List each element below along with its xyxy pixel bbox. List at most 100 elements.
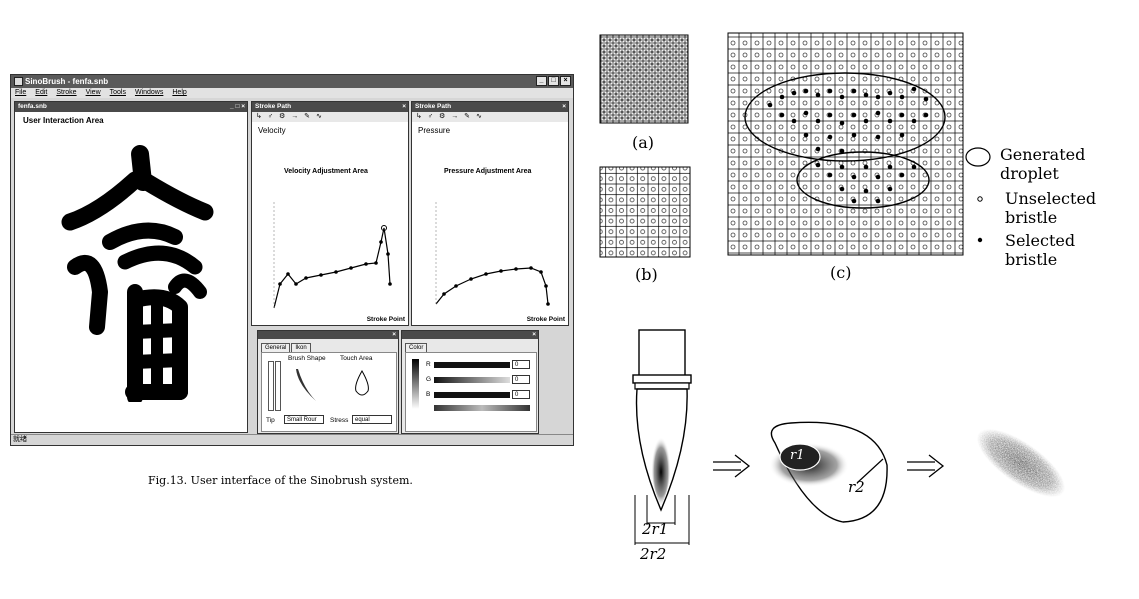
brush-illustration	[632, 329, 692, 545]
figure-caption: Fig.13. User interface of the Sinobrush …	[148, 474, 413, 487]
color-panel-close[interactable]: ×	[532, 331, 536, 338]
pressure-line	[435, 267, 549, 305]
color-tab-content: R 0 G 0 B 0	[405, 352, 537, 432]
brush-tab-content: Brush Shape Touch Area Tip Small Rour St…	[261, 352, 397, 432]
menu-view[interactable]: View	[85, 89, 101, 96]
color-gradient-bar[interactable]	[412, 359, 419, 409]
status-text: 就绪	[13, 436, 27, 443]
droplet-ellipse-small	[796, 151, 930, 209]
color-b-value[interactable]: 0	[512, 390, 530, 399]
stress-select[interactable]: equal	[352, 415, 392, 424]
tip-select[interactable]: Small Rour	[284, 415, 324, 424]
pressure-toolbar[interactable]: ↳ ♂ ⚙ → ✎ ∿	[412, 112, 568, 122]
dim-inner-label: 2r1	[642, 520, 669, 538]
unselected-bristle-legend-symbol	[977, 196, 983, 202]
touch-area-droplet-icon	[355, 369, 369, 396]
velocity-toolbar[interactable]: ↳ ♂ ⚙ → ✎ ∿	[252, 112, 408, 122]
velocity-axis-label: Stroke Point	[366, 316, 405, 323]
pressure-panel-close[interactable]: ×	[562, 103, 566, 110]
brush-panel-close[interactable]: ×	[392, 331, 396, 338]
status-bar: 就绪	[11, 434, 573, 445]
stroke-right-sweep	[138, 173, 214, 221]
interaction-area-label: User Interaction Area	[23, 116, 104, 125]
implication-arrows	[713, 454, 945, 478]
legend-unselected-text: Unselected bristle	[1005, 189, 1097, 227]
ink-dot-result	[976, 428, 1066, 498]
label-b: (b)	[635, 265, 658, 284]
pressure-curve[interactable]	[426, 182, 566, 317]
stroke-left-hook	[67, 255, 108, 335]
color-preview-bar	[434, 405, 530, 411]
tab-color[interactable]: Color	[405, 343, 428, 352]
pressure-axis-label: Stroke Point	[526, 316, 565, 323]
color-b-label: B	[426, 391, 431, 398]
menu-edit[interactable]: Edit	[35, 89, 48, 96]
minimize-button[interactable]: _	[536, 76, 547, 86]
menu-windows[interactable]: Windows	[134, 89, 164, 96]
grid-b	[599, 166, 691, 258]
pressure-label: Pressure	[418, 126, 451, 135]
velocity-panel: Stroke Path × ↳ ♂ ⚙ → ✎ ∿ Velocity Veloc…	[251, 101, 409, 326]
velocity-panel-close[interactable]: ×	[402, 103, 406, 110]
calligraphy-canvas[interactable]	[55, 142, 225, 402]
brush-shape-label: Brush Shape	[288, 355, 326, 362]
velocity-area-label: Velocity Adjustment Area	[284, 168, 368, 175]
menu-tools[interactable]: Tools	[109, 89, 126, 96]
size-slider[interactable]	[275, 361, 281, 411]
grid-a	[599, 34, 689, 124]
color-panel-titlebar: ×	[402, 331, 538, 339]
document-window: fenfa.snb _ □ × User Interaction Area	[14, 101, 248, 433]
color-r-label: R	[426, 361, 431, 368]
menu-bar: File Edit Stroke View Tools Windows Help	[11, 88, 573, 98]
window-titlebar: SinoBrush - fenfa.snb _ □ ×	[11, 75, 573, 88]
menu-help[interactable]: Help	[172, 89, 187, 96]
label-a: (a)	[632, 133, 655, 152]
velocity-selected-point[interactable]	[381, 225, 387, 231]
color-g-label: G	[426, 376, 432, 383]
stroke-box-right	[127, 289, 188, 400]
color-g-value[interactable]: 0	[512, 375, 530, 384]
pressure-panel-titlebar: Stroke Path ×	[412, 102, 568, 112]
grid-c	[727, 32, 964, 256]
tab-ikon[interactable]: Ikon	[291, 343, 311, 352]
droplet-legend-symbol	[965, 147, 991, 167]
color-r-slider[interactable]	[434, 362, 510, 368]
menu-stroke[interactable]: Stroke	[56, 89, 77, 96]
selected-bristle-legend-symbol	[977, 237, 983, 243]
velocity-panel-titlebar: Stroke Path ×	[252, 102, 408, 112]
document-title: fenfa.snb	[18, 103, 47, 110]
touch-area-label: Touch Area	[340, 355, 373, 362]
stroke-right-hook	[168, 273, 207, 299]
label-c: (c)	[830, 263, 852, 282]
color-g-slider[interactable]	[434, 377, 510, 383]
sinobrush-window: SinoBrush - fenfa.snb _ □ × File Edit St…	[10, 74, 574, 446]
r1-label: r1	[790, 448, 805, 463]
color-b-slider[interactable]	[434, 392, 510, 398]
pressure-panel: Stroke Path × ↳ ♂ ⚙ → ✎ ∿ Pressure Press…	[411, 101, 569, 326]
color-r-value[interactable]: 0	[512, 360, 530, 369]
tip-label: Tip	[266, 417, 275, 424]
document-window-controls[interactable]: _ □ ×	[230, 103, 245, 110]
color-panel: × Color R 0 G 0 B 0	[401, 330, 539, 434]
window-title: SinoBrush - fenfa.snb	[25, 77, 109, 86]
brush-panel-titlebar: ×	[258, 331, 398, 339]
app-icon	[14, 77, 23, 86]
maximize-button[interactable]: □	[548, 76, 559, 86]
document-titlebar: fenfa.snb _ □ ×	[15, 102, 247, 112]
velocity-line	[273, 227, 391, 309]
velocity-panel-title: Stroke Path	[255, 103, 292, 110]
close-button[interactable]: ×	[560, 76, 571, 86]
menu-file[interactable]: File	[15, 89, 27, 96]
velocity-curve[interactable]	[266, 182, 406, 317]
brush-settings-panel: × General Ikon Brush Shape Touch Area Ti…	[257, 330, 399, 434]
stroke-left-sweep	[61, 171, 144, 231]
bristle-droplet-figure	[599, 32, 1066, 545]
tip-slider[interactable]	[268, 361, 274, 411]
dim-outer-label: 2r2	[640, 545, 667, 563]
brush-shape-icon	[296, 369, 316, 401]
stroke-middle	[117, 245, 203, 275]
droplet-radius-illustration	[769, 421, 888, 523]
tab-general[interactable]: General	[261, 343, 291, 352]
legend-selected-text: Selected bristle	[1005, 231, 1076, 269]
legend-droplet-text: Generated droplet	[1000, 145, 1086, 183]
